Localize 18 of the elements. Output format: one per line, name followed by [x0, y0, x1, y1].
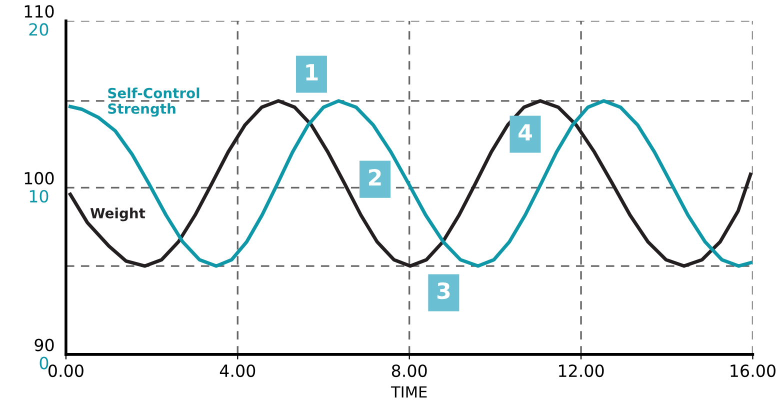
y-tick-label: 110 [24, 5, 54, 18]
series-label: Self-Control Strength [108, 88, 200, 117]
y-tick-label: 100 [24, 172, 54, 184]
x-tick-label: 4.00 [220, 364, 256, 378]
x-axis-title: TIME [390, 386, 427, 398]
x-tick-label: 16.00 [730, 364, 776, 378]
annotation: 1 [306, 64, 318, 80]
x-tick-label: 12.00 [559, 364, 604, 378]
y2-tick-label: 20 [29, 23, 48, 36]
annotation: 2 [369, 168, 381, 186]
annotation: 3 [437, 282, 450, 300]
series-label: Weight [90, 208, 146, 222]
y2-tick-label: 10 [30, 190, 48, 203]
x-tick-label: 0.00 [48, 364, 84, 378]
x-tick-label: 8.00 [392, 364, 427, 378]
y-tick-label: 90 [34, 338, 54, 352]
annotation: 4 [518, 124, 532, 140]
y2-tick-label: 0 [40, 356, 48, 370]
